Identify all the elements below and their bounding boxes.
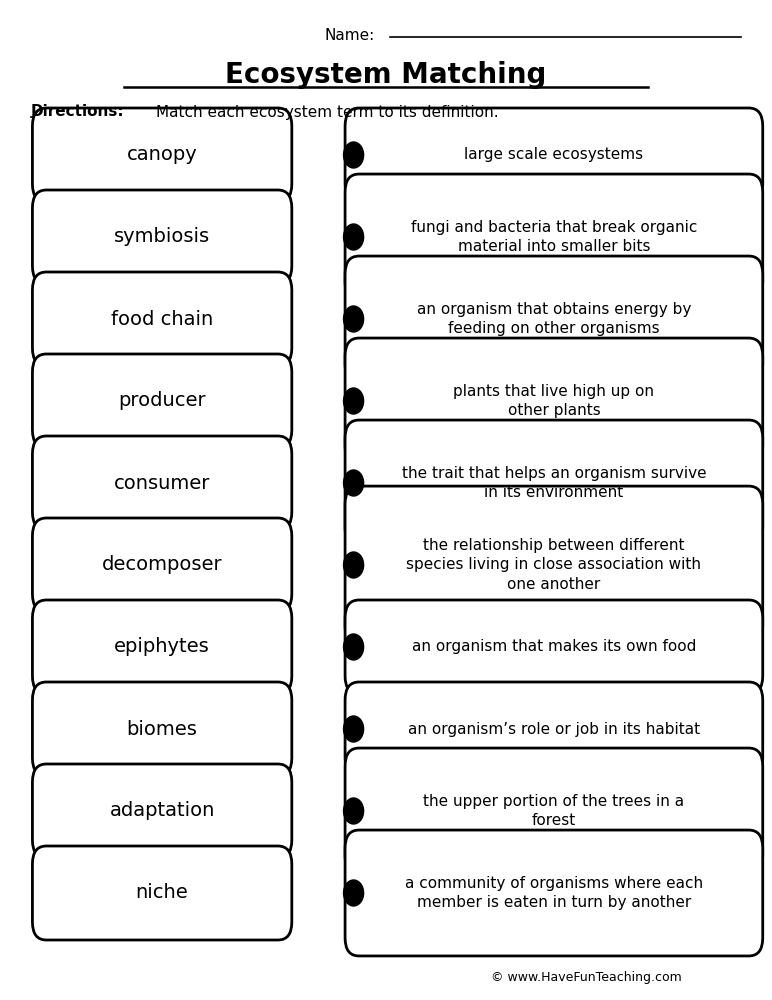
FancyBboxPatch shape — [345, 748, 763, 874]
Text: epiphytes: epiphytes — [114, 638, 210, 656]
FancyBboxPatch shape — [32, 190, 292, 284]
FancyBboxPatch shape — [345, 256, 763, 382]
FancyBboxPatch shape — [32, 764, 292, 858]
FancyBboxPatch shape — [32, 518, 292, 612]
Text: the trait that helps an organism survive
in its environment: the trait that helps an organism survive… — [401, 466, 706, 500]
Text: decomposer: decomposer — [102, 556, 222, 574]
FancyBboxPatch shape — [32, 600, 292, 694]
Text: food chain: food chain — [111, 310, 213, 329]
Text: symbiosis: symbiosis — [114, 228, 210, 246]
Text: fungi and bacteria that break organic
material into smaller bits: fungi and bacteria that break organic ma… — [411, 220, 697, 254]
Text: the relationship between different
species living in close association with
one : the relationship between different speci… — [406, 538, 702, 592]
FancyBboxPatch shape — [32, 108, 292, 202]
FancyBboxPatch shape — [345, 420, 763, 546]
Text: consumer: consumer — [114, 474, 210, 493]
FancyBboxPatch shape — [345, 174, 763, 300]
Text: Match each ecosystem term to its definition.: Match each ecosystem term to its definit… — [156, 104, 499, 119]
FancyBboxPatch shape — [32, 272, 292, 366]
Text: niche: niche — [136, 884, 188, 902]
FancyBboxPatch shape — [345, 108, 763, 202]
Text: Ecosystem Matching: Ecosystem Matching — [225, 61, 547, 89]
Text: an organism that makes its own food: an organism that makes its own food — [411, 640, 696, 654]
Text: producer: producer — [118, 391, 206, 410]
Circle shape — [344, 388, 364, 414]
Circle shape — [344, 142, 364, 168]
Circle shape — [344, 880, 364, 906]
FancyBboxPatch shape — [32, 436, 292, 530]
Text: adaptation: adaptation — [110, 802, 215, 820]
Circle shape — [344, 716, 364, 742]
Circle shape — [344, 552, 364, 578]
FancyBboxPatch shape — [345, 682, 763, 776]
Circle shape — [344, 306, 364, 332]
Text: © www.HaveFunTeaching.com: © www.HaveFunTeaching.com — [491, 972, 682, 984]
FancyBboxPatch shape — [32, 354, 292, 448]
Circle shape — [344, 798, 364, 824]
Text: the upper portion of the trees in a
forest: the upper portion of the trees in a fore… — [423, 794, 685, 828]
Circle shape — [344, 224, 364, 250]
FancyBboxPatch shape — [345, 600, 763, 694]
Circle shape — [344, 470, 364, 496]
Text: large scale ecosystems: large scale ecosystems — [464, 147, 644, 162]
FancyBboxPatch shape — [32, 682, 292, 776]
FancyBboxPatch shape — [345, 830, 763, 956]
FancyBboxPatch shape — [345, 338, 763, 464]
Text: a community of organisms where each
member is eaten in turn by another: a community of organisms where each memb… — [405, 876, 703, 910]
Text: an organism that obtains energy by
feeding on other organisms: an organism that obtains energy by feedi… — [417, 302, 691, 336]
FancyBboxPatch shape — [345, 486, 763, 644]
Text: an organism’s role or job in its habitat: an organism’s role or job in its habitat — [408, 722, 700, 737]
Text: canopy: canopy — [127, 145, 198, 164]
FancyBboxPatch shape — [32, 846, 292, 940]
Text: biomes: biomes — [127, 720, 198, 739]
Text: Name:: Name: — [324, 27, 374, 42]
Text: Directions:: Directions: — [31, 104, 124, 119]
Circle shape — [344, 634, 364, 660]
Text: plants that live high up on
other plants: plants that live high up on other plants — [453, 384, 655, 418]
